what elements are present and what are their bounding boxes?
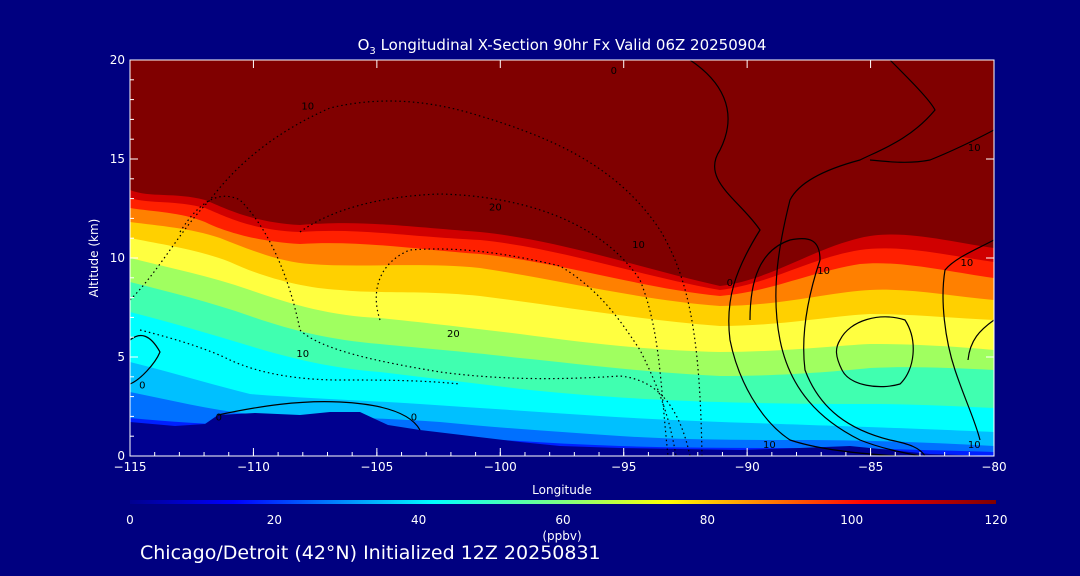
contour-label: 10 xyxy=(632,240,645,251)
y-tick-label: 20 xyxy=(110,53,125,67)
contour-dotted-10-upper xyxy=(130,100,703,456)
contour-solid-0-lower xyxy=(217,401,421,431)
contour-label: 0 xyxy=(611,66,617,77)
colorbar-tick-label: 40 xyxy=(411,513,426,527)
contour-solid-0-right-2 xyxy=(775,60,936,456)
x-tick-label: −95 xyxy=(611,460,636,474)
surface-region xyxy=(130,412,994,456)
x-axis: −115 −110 −105 −100 −95 −90 −85 −80 xyxy=(114,60,1007,474)
footer-caption: Chicago/Detroit (42°N) Initialized 12Z 2… xyxy=(140,542,601,564)
x-tick-label: −115 xyxy=(114,460,147,474)
y-tick-label: 5 xyxy=(117,350,125,364)
contour-solid-10-c xyxy=(942,239,994,441)
contour-solid-0-left xyxy=(130,334,161,385)
contour-dotted-10-far xyxy=(139,329,461,385)
chart-title: O3 Longitudinal X-Section 90hr Fx Valid … xyxy=(358,36,767,57)
colorbar-tick-label: 60 xyxy=(555,513,570,527)
contour-label: 10 xyxy=(296,349,309,360)
contour-label: 0 xyxy=(411,412,417,423)
contour-label-group: 10 20 10 20 10 0 0 0 0 0 10 10 10 10 10 xyxy=(139,66,980,451)
x-tick-label: −105 xyxy=(360,460,393,474)
colorbar-tick-label: 0 xyxy=(126,513,134,527)
y-tick-label: 0 xyxy=(117,449,125,463)
contour-label: 10 xyxy=(968,440,981,451)
x-tick-label: −80 xyxy=(981,460,1006,474)
contour-label: 20 xyxy=(489,203,502,214)
colorbar-tick-label: 120 xyxy=(985,513,1008,527)
contour-solid-10-d xyxy=(869,129,994,163)
contour-solid-10-e xyxy=(967,319,994,361)
x-tick-label: −85 xyxy=(858,460,883,474)
contour-label: 10 xyxy=(817,266,830,277)
colorbar-label: (ppbv) xyxy=(542,529,581,543)
contour-label: 0 xyxy=(216,412,222,423)
colorbar-ticks: 0 20 40 60 80 100 120 xyxy=(126,513,1007,527)
contour-label: 10 xyxy=(960,258,973,269)
contour-label: 10 xyxy=(763,440,776,451)
contour-label: 0 xyxy=(139,381,145,392)
contour-solid-10-a xyxy=(749,238,926,456)
contour-label: 20 xyxy=(447,329,460,340)
contour-label: 0 xyxy=(727,278,733,289)
x-tick-label: −110 xyxy=(237,460,270,474)
x-axis-label: Longitude xyxy=(532,483,592,497)
x-tick-label: −100 xyxy=(484,460,517,474)
contour-dotted-20 xyxy=(299,193,669,456)
x-tick-label: −90 xyxy=(734,460,759,474)
contour-label: 10 xyxy=(968,143,981,154)
colorbar xyxy=(130,500,996,504)
y-tick-label: 15 xyxy=(110,152,125,166)
y-tick-label: 10 xyxy=(110,251,125,265)
y-axis: 0 5 10 15 20 xyxy=(110,53,994,463)
colorbar-tick-label: 20 xyxy=(267,513,282,527)
y-axis-label: Altitude (km) xyxy=(87,219,101,298)
contour-solid-0-right-1 xyxy=(689,60,901,456)
contour-label: 10 xyxy=(301,102,314,113)
contour-lines xyxy=(130,60,994,456)
colorbar-tick-label: 100 xyxy=(840,513,863,527)
contour-solid-10-b xyxy=(835,316,914,388)
ozone-heatmap xyxy=(130,60,994,456)
colorbar-tick-label: 80 xyxy=(700,513,715,527)
